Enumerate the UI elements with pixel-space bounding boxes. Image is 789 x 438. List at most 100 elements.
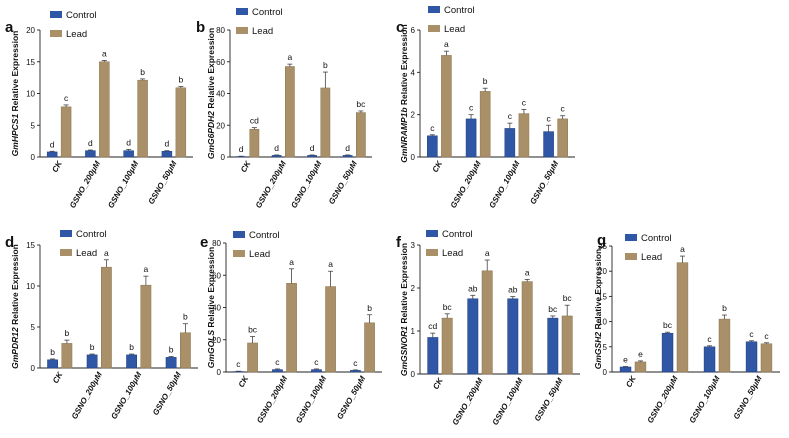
- y-tick-label: 10: [26, 282, 35, 291]
- y-label-gene: NRAMP1b: [399, 107, 409, 148]
- bar-control-2: [465, 118, 477, 158]
- x-tick-label: GSNO_50μM: [151, 370, 183, 417]
- significance-letter: c: [508, 111, 513, 121]
- legend-label-control: Control: [444, 5, 475, 16]
- y-label-suffix: Relative Expression: [10, 244, 20, 327]
- y-tick-label: 2: [411, 284, 416, 293]
- y-label-gene: GOLS: [206, 330, 216, 354]
- bar-lead-4: [180, 332, 191, 369]
- y-tick-label: 5: [603, 343, 608, 352]
- legend-swatch-lead: [233, 250, 245, 257]
- significance-letter: d: [126, 137, 131, 147]
- x-tick-label: GSNO_200μM: [255, 374, 289, 425]
- y-label-gene: G6PDH2: [206, 111, 216, 145]
- significance-letter: b: [169, 345, 174, 355]
- significance-letter: d: [50, 139, 55, 149]
- legend-swatch-control: [233, 231, 245, 238]
- significance-letter: b: [483, 76, 488, 86]
- bar-lead-4: [561, 315, 573, 375]
- legend-label-lead: Lead: [444, 24, 465, 35]
- legend-label-lead: Lead: [76, 248, 97, 259]
- legend-label-lead: Lead: [66, 29, 87, 40]
- legend-swatch-control: [428, 6, 440, 13]
- bar-lead-4: [557, 118, 568, 158]
- significance-letter: c: [764, 331, 769, 341]
- bar-lead-1: [249, 128, 260, 158]
- x-tick-label: CK: [50, 158, 64, 174]
- legend-label-lead: Lead: [442, 248, 463, 259]
- significance-letter: c: [353, 358, 358, 368]
- significance-letter: bc: [356, 99, 366, 109]
- significance-letter: b: [90, 342, 95, 352]
- bar-lead-3: [518, 113, 530, 158]
- bar-control-1: [427, 337, 439, 375]
- y-tick-label: 1: [411, 327, 416, 336]
- significance-letter: b: [323, 60, 328, 70]
- significance-letter: a: [328, 259, 333, 269]
- x-tick-label: CK: [431, 158, 445, 174]
- x-tick-label: CK: [51, 369, 65, 385]
- y-axis-label: GmGOLS Relative Expression: [206, 247, 216, 368]
- x-tick-label: GSNO_50μM: [335, 374, 367, 421]
- bar-lead-3: [137, 79, 148, 158]
- significance-letter: b: [65, 328, 70, 338]
- y-tick-label: 5: [31, 121, 36, 130]
- y-tick-label: 15: [26, 241, 35, 250]
- legend-swatch-lead: [426, 249, 438, 256]
- legend-label-control: Control: [249, 230, 280, 241]
- significance-letter: c: [561, 104, 566, 114]
- bar-control-3: [504, 128, 516, 158]
- x-tick-label: GSNO_100μM: [106, 159, 140, 210]
- x-tick-label: GSNO_50μM: [732, 374, 764, 421]
- significance-letter: bc: [663, 320, 673, 330]
- y-tick-label: 2: [411, 111, 416, 120]
- y-label-gene: HPCS1: [10, 114, 20, 143]
- y-tick-label: 5: [31, 323, 36, 332]
- panel-label: c: [396, 19, 404, 36]
- x-tick-label: GSNO_50μM: [327, 159, 359, 206]
- y-tick-label: 20: [26, 26, 35, 35]
- bar-lead-2: [285, 66, 295, 158]
- significance-letter: a: [144, 264, 149, 274]
- bar-control-2: [85, 150, 96, 158]
- significance-letter: b: [367, 303, 372, 313]
- significance-letter: b: [140, 67, 145, 77]
- bar-lead-1: [634, 361, 647, 373]
- y-tick-label: 10: [598, 318, 607, 327]
- bar-lead-2: [676, 262, 689, 373]
- bar-control-3: [311, 369, 322, 373]
- bar-control-3: [507, 298, 519, 375]
- significance-letter: a: [444, 39, 449, 49]
- legend-label-control: Control: [252, 7, 283, 18]
- significance-letter: a: [287, 52, 292, 62]
- significance-letter: c: [469, 103, 474, 113]
- x-tick-label: CK: [624, 373, 638, 389]
- y-tick-label: 10: [26, 90, 35, 99]
- panel-label: d: [5, 234, 14, 251]
- bar-lead-3: [140, 284, 152, 369]
- legend-swatch-lead: [60, 249, 72, 256]
- legend-label-lead: Lead: [249, 249, 270, 260]
- y-tick-label: 15: [26, 58, 35, 67]
- y-label-gene: PDR12: [10, 327, 20, 355]
- bar-control-4: [165, 357, 177, 369]
- bar-control-2: [467, 298, 479, 375]
- bar-control-1: [47, 359, 58, 369]
- y-label-gene: GSH2: [593, 332, 603, 355]
- bar-control-4: [745, 341, 758, 373]
- y-label-suffix: Relative Expression: [399, 24, 409, 107]
- significance-letter: c: [275, 357, 280, 367]
- significance-letter: a: [680, 244, 685, 254]
- legend-label-control: Control: [76, 229, 107, 240]
- bar-control-1: [236, 156, 247, 158]
- x-tick-label: CK: [237, 373, 251, 389]
- significance-letter: d: [88, 138, 93, 148]
- bar-lead-2: [286, 283, 297, 373]
- significance-letter: ab: [468, 283, 478, 293]
- significance-letter: a: [102, 48, 107, 58]
- x-tick-label: GSNO_200μM: [451, 376, 485, 427]
- legend-label-control: Control: [641, 233, 672, 244]
